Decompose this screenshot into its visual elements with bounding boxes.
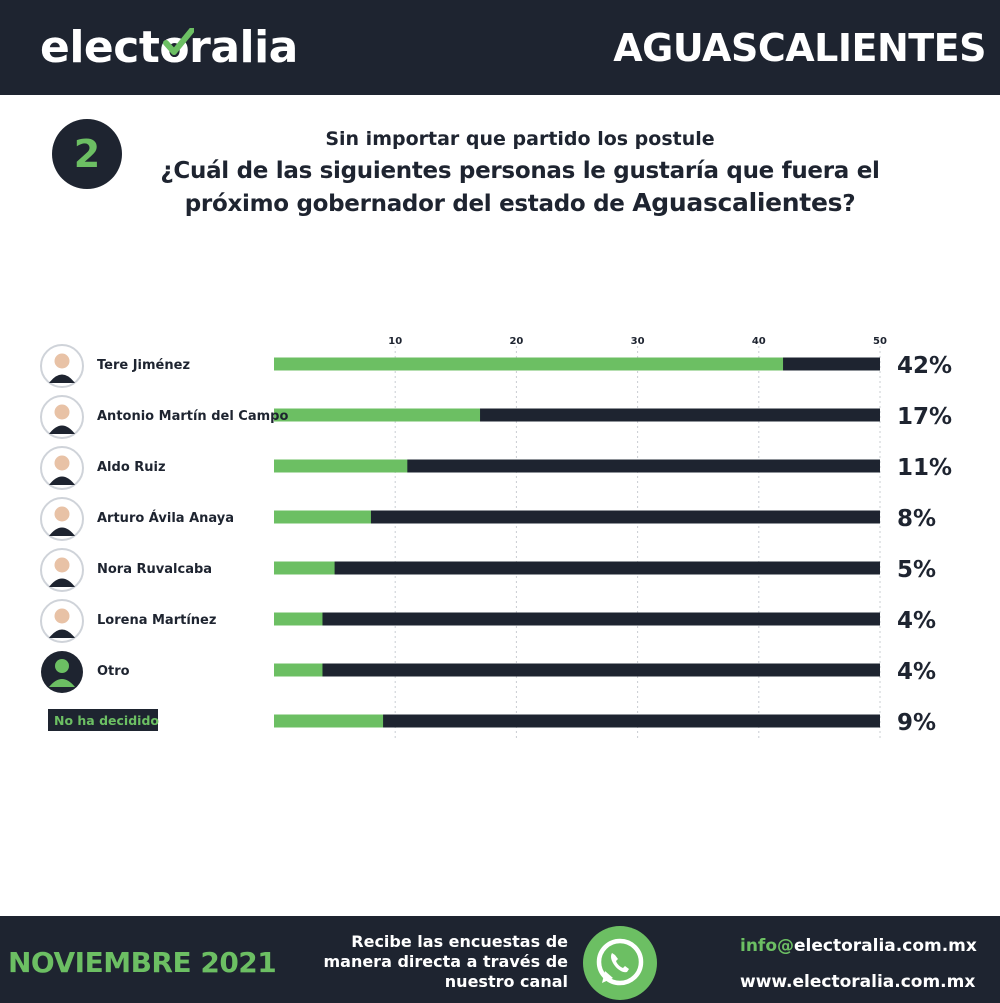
email-suffix: .com.mx (895, 936, 977, 956)
state-title: AGUASCALIENTES (613, 26, 986, 70)
bar-track (274, 510, 880, 524)
avatar-body (49, 374, 75, 383)
avatar-face (54, 557, 70, 573)
category-label-box (48, 709, 158, 731)
data-label: 42% (897, 353, 952, 379)
bar (274, 612, 323, 626)
checkmark-icon (163, 28, 195, 55)
avatar-body (49, 425, 75, 434)
data-label: 8% (897, 506, 936, 532)
avatar-body (49, 629, 75, 638)
bar-track (274, 663, 880, 677)
question-line-1: ¿Cuál de las siguientes personas le gust… (160, 158, 880, 184)
category-label: Nora Ruvalcaba (97, 562, 212, 577)
avatar-face (54, 455, 70, 471)
category-label: Tere Jiménez (97, 358, 190, 373)
brand-logo: electo ralia (40, 22, 298, 74)
avatar-face (54, 404, 70, 420)
x-tick-label: 10 (388, 336, 402, 347)
email-domain: electoralia (794, 936, 896, 956)
avatar-body (49, 527, 75, 536)
subscribe-line: Recibe las encuestas de (351, 932, 568, 951)
data-label: 11% (897, 455, 952, 481)
question-number-badge: 2 (52, 119, 122, 189)
avatar-face (54, 353, 70, 369)
data-label: 5% (897, 557, 936, 583)
bar (274, 357, 784, 371)
bar (274, 510, 371, 524)
bar-track (274, 561, 880, 575)
contact-website[interactable]: www.electoralia.com.mx (740, 972, 976, 992)
avatar-head (55, 659, 69, 673)
x-tick-label: 40 (752, 336, 766, 347)
question-mark: ? (842, 191, 856, 217)
bar (274, 408, 481, 422)
bar (274, 459, 408, 473)
category-label: Lorena Martínez (97, 613, 216, 628)
x-tick-label: 20 (509, 336, 523, 347)
question-text: ¿Cuál de las siguientes personas le gust… (0, 155, 1000, 220)
category-label: Arturo Ávila Anaya (97, 510, 234, 526)
footer-bar: NOVIEMBRE 2021 Recibe las encuestas de m… (0, 916, 1000, 1003)
avatar-face (54, 506, 70, 522)
question-line-2-prefix: próximo gobernador del estado de (184, 191, 633, 217)
avatar-face (54, 608, 70, 624)
survey-month: NOVIEMBRE 2021 (8, 946, 277, 979)
bar-chart: 10 20 30 40 50 42% Tere Jiménez 17% Antonio Mart… (40, 336, 952, 741)
bar (274, 714, 384, 728)
category-label: Aldo Ruiz (97, 460, 166, 475)
question-state-name: Aguascalientes (632, 188, 843, 217)
bar-track (274, 459, 880, 473)
data-label: 17% (897, 404, 952, 430)
question-line-2: próximo gobernador del estado de Aguasca… (0, 187, 1000, 220)
bar-track (274, 714, 880, 728)
subscribe-line: manera directa a través de (323, 952, 568, 971)
bar (274, 561, 335, 575)
subscribe-line: nuestro canal (444, 972, 568, 991)
brand-check-letter: o (159, 22, 195, 74)
brand-text-right: ralia (189, 22, 298, 73)
data-label: 4% (897, 608, 936, 634)
email-prefix: info@ (740, 936, 795, 956)
whatsapp-glyph (596, 938, 644, 986)
data-label: 9% (897, 710, 936, 736)
avatar-body (49, 476, 75, 485)
header-bar: electo ralia AGUASCALIENTES (0, 0, 1000, 95)
question-subtitle: Sin importar que partido los postule (325, 128, 715, 150)
x-tick-label: 50 (873, 336, 887, 347)
avatar-body (49, 679, 75, 687)
x-tick-label: 30 (631, 336, 645, 347)
contact-email[interactable]: info@electoralia.com.mx (740, 936, 977, 956)
category-label: Otro (97, 664, 130, 679)
data-label: 4% (897, 659, 936, 685)
category-label: Antonio Martín del Campo (97, 409, 288, 424)
bar-track (274, 612, 880, 626)
brand-text-left: elect (40, 22, 160, 73)
category-label: No ha decidido (54, 713, 159, 728)
avatar-body (49, 578, 75, 587)
bar (274, 663, 323, 677)
whatsapp-icon[interactable] (583, 926, 657, 1000)
subscribe-text: Recibe las encuestas de manera directa a… (300, 932, 568, 992)
